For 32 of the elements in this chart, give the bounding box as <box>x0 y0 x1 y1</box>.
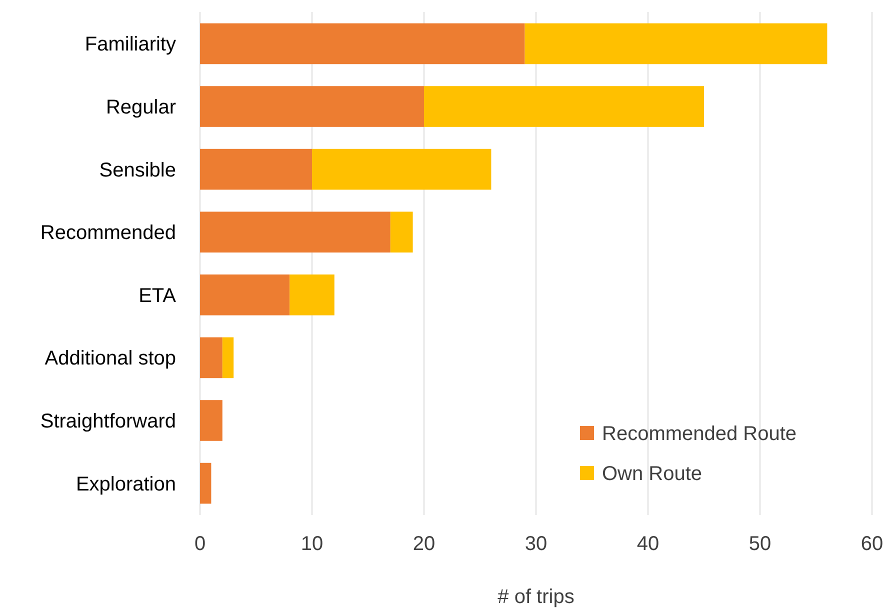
x-tick-label: 20 <box>412 533 436 555</box>
y-tick-label: ETA <box>138 284 177 307</box>
bar <box>290 274 334 316</box>
bar <box>200 337 222 378</box>
x-tick-label: 60 <box>860 533 884 555</box>
bar <box>200 274 290 316</box>
bar <box>200 148 312 190</box>
bar <box>200 400 222 441</box>
bar <box>200 23 525 64</box>
legend-label: Own Route <box>602 463 702 485</box>
bar <box>200 86 424 127</box>
bar <box>424 86 704 127</box>
y-tick-label: Exploration <box>76 473 176 496</box>
bar <box>200 212 390 253</box>
x-axis-title: # of trips <box>498 586 574 608</box>
legend-label: Recommended Route <box>602 423 797 445</box>
bar <box>390 212 413 253</box>
y-tick-label: Sensible <box>99 159 176 182</box>
bar <box>524 23 828 64</box>
x-tick-label: 50 <box>748 533 772 555</box>
bar <box>222 337 234 378</box>
x-tick-label: 0 <box>194 533 206 555</box>
bar <box>312 148 492 190</box>
y-tick-label: Familiarity <box>84 34 176 56</box>
x-tick-label: 30 <box>524 533 548 555</box>
bar <box>200 462 212 504</box>
y-tick-label: Straightforward <box>40 410 176 432</box>
y-tick-label: Regular <box>106 96 176 119</box>
y-tick-label: Additional stop <box>44 348 176 370</box>
x-tick-label: 10 <box>300 533 324 555</box>
x-tick-label: 40 <box>636 533 660 555</box>
y-tick-label: Recommended <box>40 222 176 244</box>
